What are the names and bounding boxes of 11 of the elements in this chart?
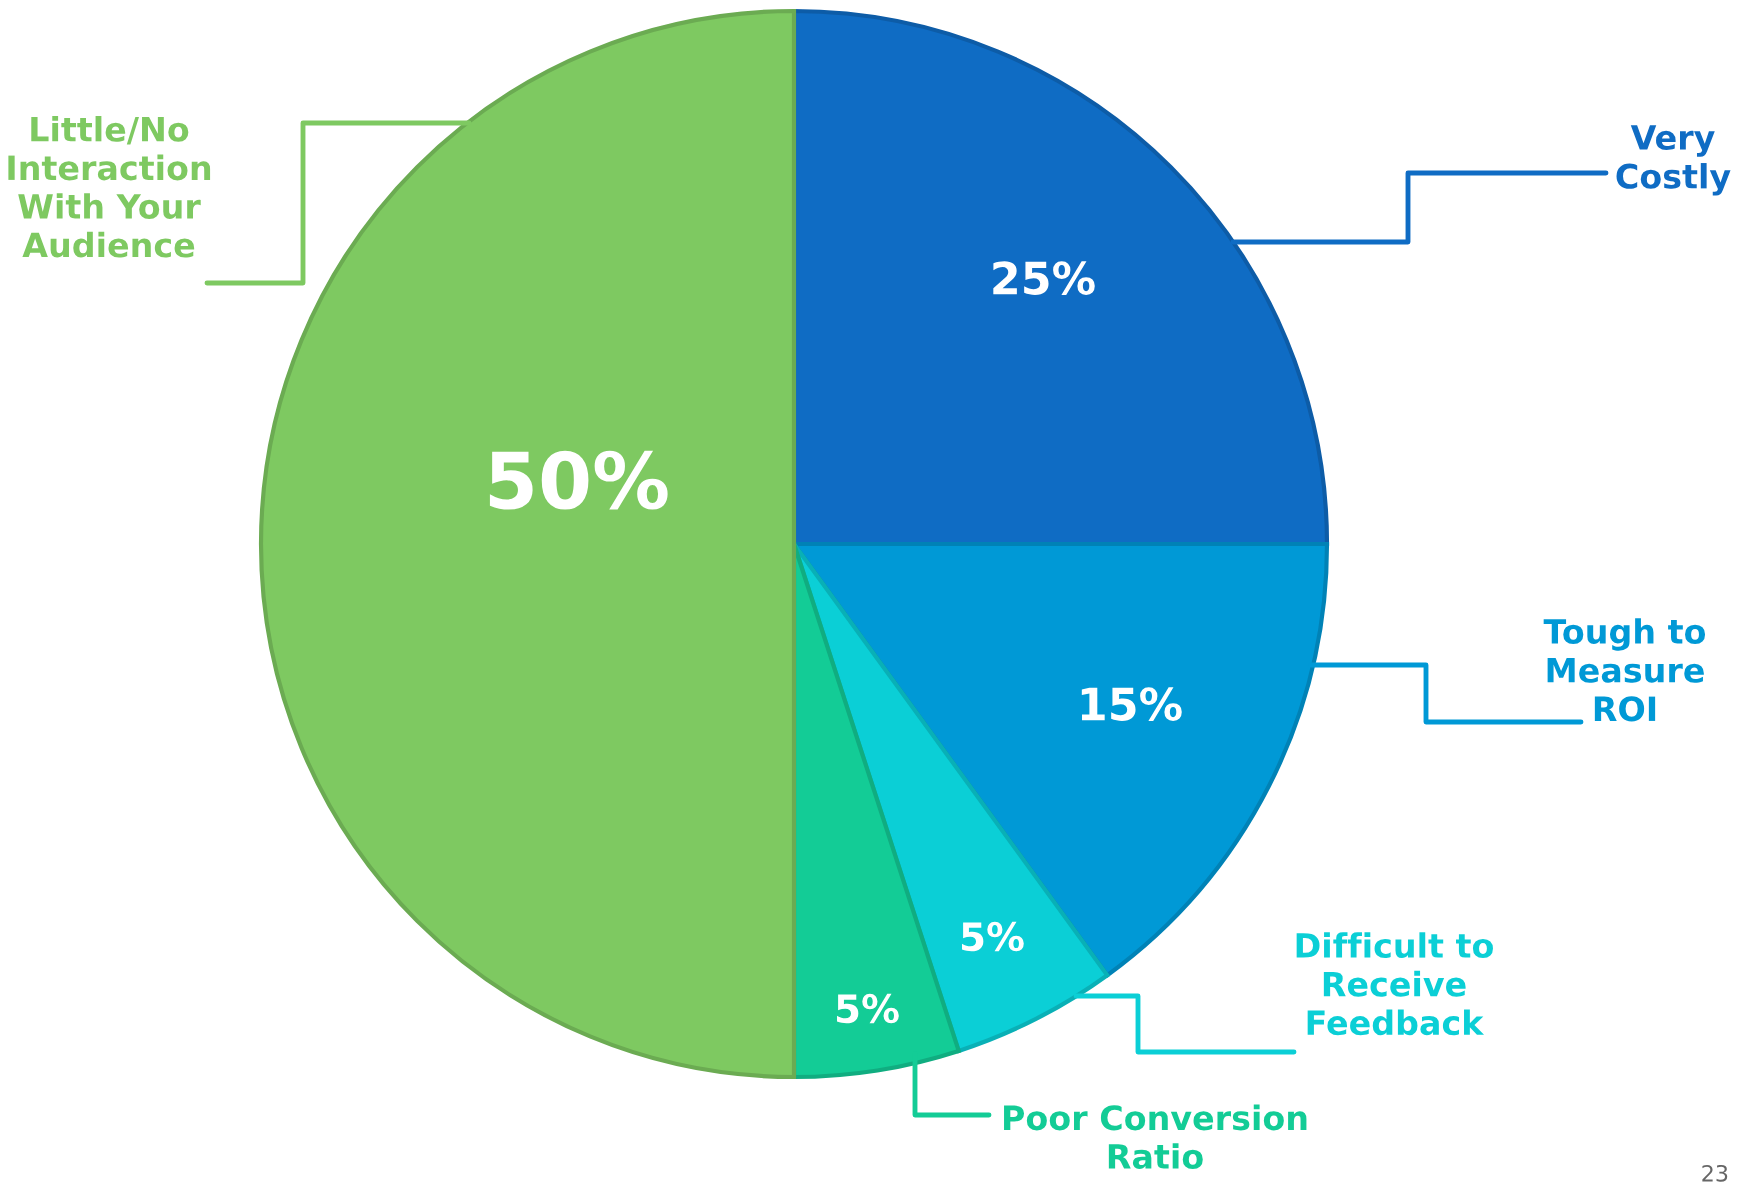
slice-label: Very Costly — [1616, 125, 1731, 196]
slice-label: Poor Conversion Ratio — [1004, 1104, 1307, 1169]
slice-label: Difficult to Receive Feedback — [1296, 932, 1493, 1036]
slice-label: Little/No Interaction With Your Audience — [8, 115, 211, 258]
data-label: 5% — [961, 921, 1024, 952]
data-label: 15% — [1081, 687, 1182, 721]
data-label: 5% — [836, 993, 899, 1024]
data-label: 50% — [489, 450, 668, 510]
slice-label: Tough to Measure ROI — [1543, 618, 1706, 722]
data-label: 25% — [993, 261, 1095, 295]
text: 23 — [1702, 1164, 1728, 1182]
